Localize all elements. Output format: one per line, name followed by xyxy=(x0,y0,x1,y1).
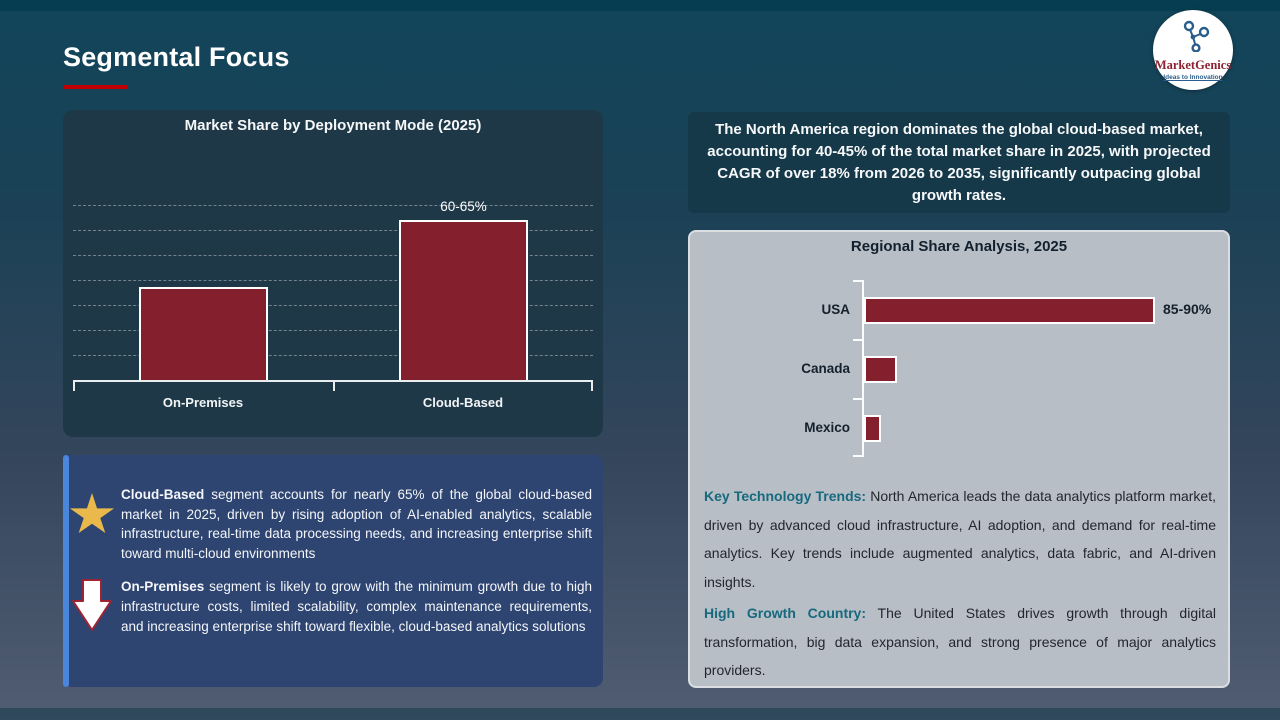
deployment-chart-panel: Market Share by Deployment Mode (2025) O… xyxy=(63,110,603,437)
regional-insights: Key Technology Trends: North America lea… xyxy=(704,482,1216,688)
x-axis-tick xyxy=(73,382,75,391)
segment-insight-card: Cloud-Based segment accounts for nearly … xyxy=(63,455,603,687)
gridline xyxy=(73,305,593,306)
regional-plot: USA 85-90% Canada Mexico xyxy=(801,280,1212,457)
down-arrow-icon xyxy=(63,577,121,636)
growth-country-body: The United States drives growth through … xyxy=(704,605,1217,678)
brand-name: MarketGenics xyxy=(1154,57,1232,72)
cloud-based-insight-row: Cloud-Based segment accounts for nearly … xyxy=(63,485,593,563)
bar-cloud-based xyxy=(399,220,528,380)
molecule-icon xyxy=(1176,20,1210,57)
y-axis-tick xyxy=(853,398,862,400)
bar-canada xyxy=(864,356,897,383)
gridline xyxy=(73,205,593,206)
category-label: Canada xyxy=(801,361,850,376)
north-america-note-text: The North America region dominates the g… xyxy=(707,120,1211,204)
gridline xyxy=(73,255,593,256)
y-axis-tick xyxy=(853,339,862,341)
gridline xyxy=(73,330,593,331)
category-label: Mexico xyxy=(804,420,850,435)
company-logo: MarketGenics Ideas to Innovation xyxy=(1153,10,1233,90)
bar-value-label: 85-90% xyxy=(1163,301,1212,317)
regional-y-axis xyxy=(862,280,864,457)
category-label: On-Premises xyxy=(162,395,244,410)
cloud-based-lead: Cloud-Based xyxy=(121,487,205,502)
star-icon xyxy=(63,485,121,563)
brand-tagline: Ideas to Innovation xyxy=(1163,73,1223,81)
deployment-chart-title: Market Share by Deployment Mode (2025) xyxy=(184,117,482,134)
on-premises-body: segment is likely to grow with the minim… xyxy=(121,579,592,634)
trends-lead: Key Technology Trends: xyxy=(704,488,867,504)
x-axis-tick xyxy=(333,382,335,391)
x-axis-tick xyxy=(591,382,593,391)
on-premises-lead: On-Premises xyxy=(121,579,205,595)
gridline xyxy=(73,230,593,231)
north-america-note-box: The North America region dominates the g… xyxy=(688,112,1230,213)
page-title: Segmental Focus xyxy=(63,42,290,72)
y-axis-tick xyxy=(853,455,862,457)
deployment-plot: On-Premises 60-65% Cloud-Based xyxy=(73,199,593,410)
bar-value-label: 60-65% xyxy=(440,199,487,214)
cloud-based-insight-text: Cloud-Based segment accounts for nearly … xyxy=(121,485,593,563)
regional-chart-title: Regional Share Analysis, 2025 xyxy=(850,238,1068,255)
top-accent-bar xyxy=(0,0,1280,11)
gridline xyxy=(73,355,593,356)
on-premises-insight-text: On-Premises segment is likely to grow wi… xyxy=(121,577,593,636)
bar-usa xyxy=(864,297,1155,324)
category-label: USA xyxy=(821,302,850,317)
bottom-accent-bar xyxy=(0,708,1280,720)
title-underline xyxy=(64,85,128,89)
gridline xyxy=(73,280,593,281)
cloud-based-body: segment accounts for nearly 65% of the g… xyxy=(121,487,592,561)
bar-mexico xyxy=(864,415,881,442)
category-label: Cloud-Based xyxy=(422,395,504,410)
trends-paragraph: Key Technology Trends: North America lea… xyxy=(704,482,1216,596)
trends-body: North America leads the data analytics p… xyxy=(704,488,1216,590)
growth-country-lead: High Growth Country: xyxy=(704,605,867,621)
regional-panel: Regional Share Analysis, 2025 USA 85-90% C… xyxy=(688,230,1230,688)
growth-country-paragraph: High Growth Country: The United States d… xyxy=(704,599,1216,685)
on-premises-insight-row: On-Premises segment is likely to grow wi… xyxy=(63,577,593,636)
bar-on-premises xyxy=(139,287,268,380)
y-axis-tick xyxy=(853,280,862,282)
